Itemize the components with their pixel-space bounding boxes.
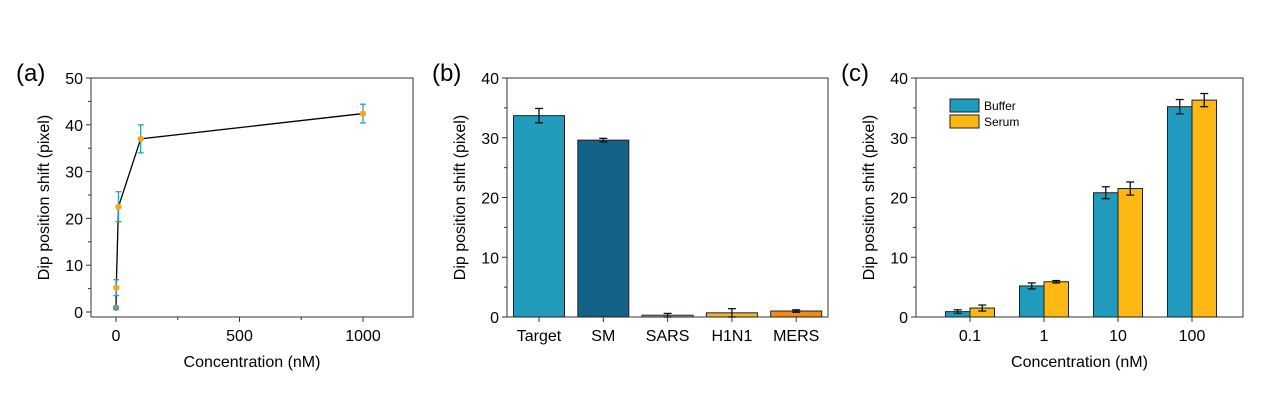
x-tick-label: 0.1 xyxy=(959,328,981,345)
y-tick-label: 0 xyxy=(74,305,83,322)
y-tick-label: 0 xyxy=(899,310,908,327)
data-line xyxy=(115,112,364,308)
x-tick-label: Target xyxy=(517,328,562,345)
panel-label: (c) xyxy=(841,60,869,87)
bar-buffer xyxy=(1019,285,1045,318)
x-tick-label: 1000 xyxy=(345,328,381,345)
bar-serum xyxy=(1043,281,1069,318)
data-point xyxy=(112,304,120,311)
y-tick-label: 30 xyxy=(890,131,908,148)
legend: Buffer Serum xyxy=(949,98,1019,129)
x-axis-label: Concentration (nM) xyxy=(184,354,321,371)
y-tick-label: 20 xyxy=(481,191,499,208)
bar xyxy=(513,115,565,318)
x-tick-label: 500 xyxy=(226,328,253,345)
y-axis-label: Dip position shift (pixel) xyxy=(861,115,878,280)
plot-frame xyxy=(90,77,414,318)
y-tick-label: 40 xyxy=(890,71,908,88)
legend-swatch xyxy=(949,114,980,129)
panel-c: 0 10 20 30 40 Dip position shift (pixel) (c) 0.… xyxy=(841,60,1244,371)
data-point xyxy=(115,203,122,210)
panel-label: (b) xyxy=(432,60,461,87)
y-tick-label: 20 xyxy=(65,211,83,228)
y-tick-label: 40 xyxy=(481,71,499,88)
data-point xyxy=(359,110,367,117)
x-tick-label: 100 xyxy=(1179,328,1206,345)
panel-a: 0 10 20 30 40 50 Dip position shift (pixel) (a)… xyxy=(16,60,414,371)
y-tick-label: 10 xyxy=(890,250,908,267)
bar-buffer xyxy=(1167,106,1193,318)
data-point xyxy=(137,135,144,143)
y-tick-label: 40 xyxy=(65,118,83,135)
x-tick-label: MERS xyxy=(773,328,819,345)
bar-serum xyxy=(1117,188,1143,318)
x-tick-label: 1 xyxy=(1040,328,1049,345)
x-tick-label: SM xyxy=(591,328,615,345)
x-tick-label: H1N1 xyxy=(711,328,752,345)
x-tick-label: SARS xyxy=(646,328,690,345)
legend-label: Serum xyxy=(984,115,1019,129)
y-tick-label: 10 xyxy=(481,250,499,267)
y-tick-label: 30 xyxy=(65,165,83,182)
y-axis-label: Dip position shift (pixel) xyxy=(452,115,469,280)
bar-buffer xyxy=(1093,192,1119,318)
legend-swatch xyxy=(949,98,980,113)
bar-serum xyxy=(1191,99,1217,318)
panel-b: 0 10 20 30 40 Dip position shift (pixel) (b) Ta… xyxy=(432,60,829,345)
x-axis-label: Concentration (nM) xyxy=(1011,354,1148,371)
bar xyxy=(577,139,630,318)
legend-label: Buffer xyxy=(984,99,1016,113)
y-tick-label: 20 xyxy=(890,191,908,208)
x-tick-label: 0 xyxy=(112,328,121,345)
y-tick-label: 0 xyxy=(490,310,499,327)
data-point xyxy=(113,284,120,291)
x-tick-label: 10 xyxy=(1109,328,1127,345)
y-tick-label: 10 xyxy=(65,258,83,275)
y-tick-label: 30 xyxy=(481,131,499,148)
panel-label: (a) xyxy=(16,60,45,87)
y-axis-label: Dip position shift (pixel) xyxy=(36,115,53,280)
y-tick-label: 50 xyxy=(65,71,83,88)
